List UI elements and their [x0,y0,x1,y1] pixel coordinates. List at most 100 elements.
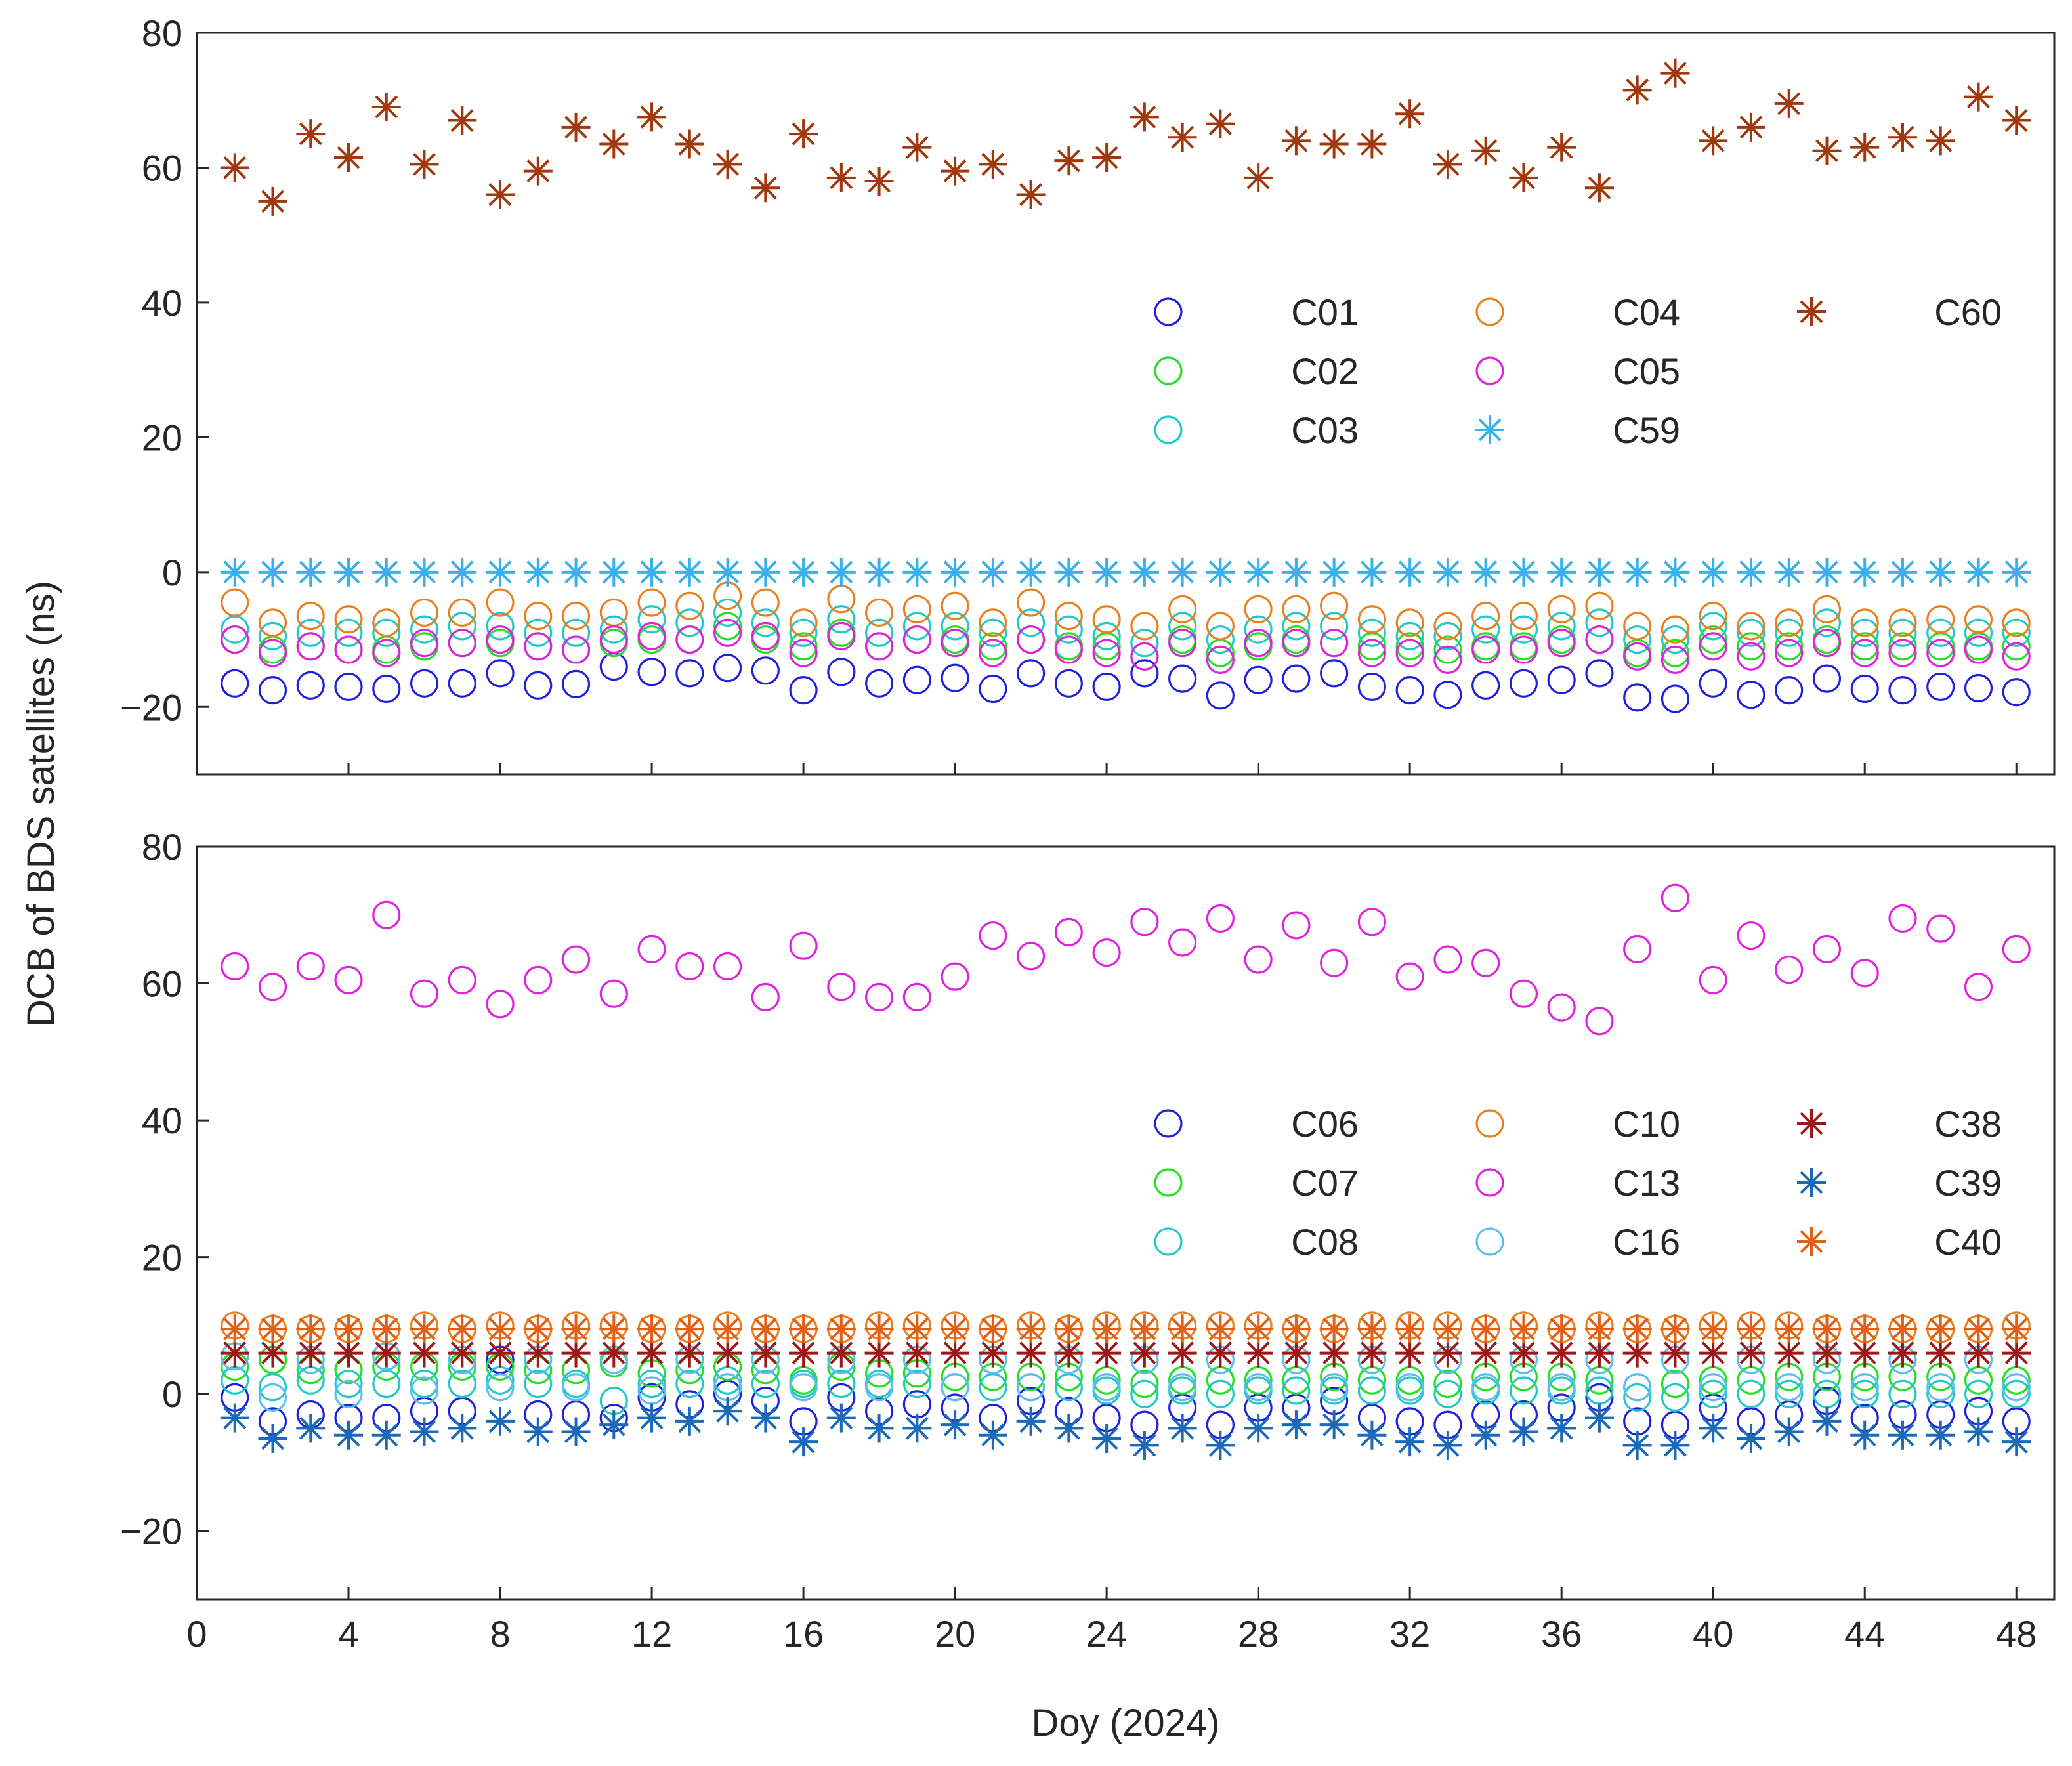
data-point [1775,618,1804,647]
data-point [1660,684,1690,713]
data-point [1206,1431,1235,1460]
data-point [1699,1373,1727,1402]
data-point [561,112,591,142]
data-point [1206,681,1235,710]
data-point [1812,664,1842,693]
data-point [1623,625,1652,654]
x-tick-label: 32 [1389,1613,1430,1654]
data-point [1775,639,1804,667]
data-point [1547,1314,1576,1344]
data-point [978,557,1007,587]
data-point [1433,1369,1462,1398]
data-point [902,1390,931,1419]
legend-marker [1475,415,1504,444]
series-C03 [221,598,2031,658]
data-point [1244,1314,1273,1344]
data-point [524,965,553,994]
legend-marker [1154,356,1183,385]
data-point [296,1414,326,1443]
data-point [523,156,553,186]
x-tick-label: 36 [1541,1613,1582,1654]
data-point [1281,557,1311,587]
data-point [675,129,704,159]
data-point [979,608,1007,637]
data-point [979,921,1007,950]
data-point [334,1314,364,1344]
data-point [1660,883,1690,912]
data-point [2002,1373,2031,1402]
data-point [789,632,818,661]
data-point [1585,625,1614,654]
data-point [599,1410,629,1440]
data-point [486,1406,515,1436]
data-point [599,979,628,1008]
data-point [561,618,591,647]
data-point [1547,1373,1576,1402]
data-point [1547,665,1576,694]
data-point [2002,106,2031,135]
data-point [523,557,553,587]
data-point [1206,904,1235,933]
data-point [1168,612,1197,641]
data-point [1471,1420,1500,1450]
data-point [1812,557,1842,587]
data-point [1244,1414,1273,1443]
data-point [1130,642,1159,671]
data-point [524,618,553,647]
data-point [1244,945,1273,974]
y-tick-label: 20 [142,1237,182,1278]
data-point [1054,615,1083,644]
data-point [1774,557,1804,587]
data-point [941,557,970,587]
data-point [1850,133,1880,162]
data-point [1926,557,1955,587]
data-point [524,1369,553,1398]
data-point [902,625,931,654]
data-point [1433,635,1462,664]
data-point [1926,126,1955,156]
data-point [1888,618,1917,647]
data-point [1206,1338,1235,1368]
data-point [599,1338,629,1368]
data-point [1017,608,1046,637]
data-point [258,639,287,667]
data-point [1395,1338,1425,1368]
data-point [296,1338,326,1368]
legend-marker [1475,1168,1504,1197]
data-point [864,1338,894,1368]
legend-marker [1797,1227,1826,1256]
data-point [1888,557,1917,587]
data-point [1775,956,1804,984]
data-point [1092,1373,1121,1402]
data-point [1282,911,1311,940]
data-point [941,1338,970,1368]
data-point [1660,639,1690,667]
data-point [561,945,591,974]
data-point [1926,639,1955,667]
data-point [978,1338,1007,1368]
data-point [1699,1379,1727,1408]
series-C38 [220,1338,2031,1368]
data-point [1737,1379,1765,1408]
data-point [827,973,856,1001]
data-point [902,982,931,1012]
data-point [1092,605,1121,634]
data-point [561,669,591,698]
data-point [2002,935,2031,964]
data-point [1737,618,1765,647]
data-point [1926,1314,1955,1344]
plot-frame [196,32,2056,776]
plot-frame [196,845,2056,1601]
data-point [1737,921,1765,950]
data-point [864,1373,894,1402]
data-point [561,635,591,664]
data-point [1282,612,1311,641]
data-point [1660,557,1690,587]
data-point [1509,1338,1538,1368]
data-point [1737,681,1765,709]
data-point [713,1314,742,1344]
data-point [1244,665,1273,694]
data-point [1054,669,1083,698]
data-point [1623,683,1652,712]
data-point [675,1406,704,1436]
